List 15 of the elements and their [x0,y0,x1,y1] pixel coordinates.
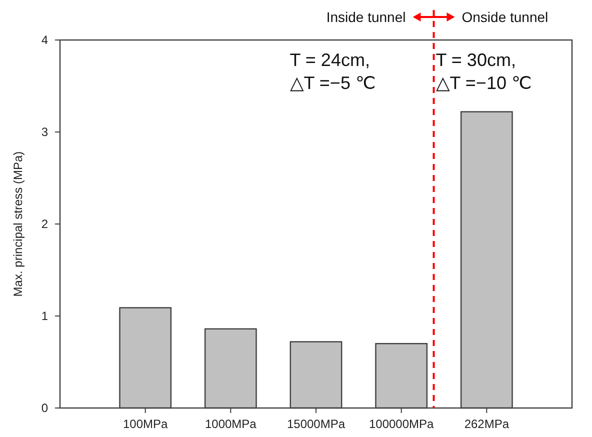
x-tick-label: 15000MPa [286,417,346,431]
y-tick-label: 2 [41,217,48,231]
y-tick-label: 4 [41,33,48,47]
annotation: T = 30cm, △T =−10 ℃ [436,50,532,93]
x-tick-label: 262MPa [464,417,510,431]
x-tick-label: 100MPa [122,417,168,431]
text: Inside tunnel [326,9,406,25]
y-tick-label: 1 [41,309,48,323]
y-tick-label: 3 [41,125,48,139]
x-tick-label: 100000MPa [368,417,434,431]
y-axis-title: Max. principal stress (MPa) [11,151,25,297]
text: Onside tunnel [462,9,548,25]
annotation: T = 24cm, △T =−5 ℃ [290,50,376,93]
y-tick-label: 0 [41,401,48,415]
x-tick-label: 1000MPa [204,417,257,431]
